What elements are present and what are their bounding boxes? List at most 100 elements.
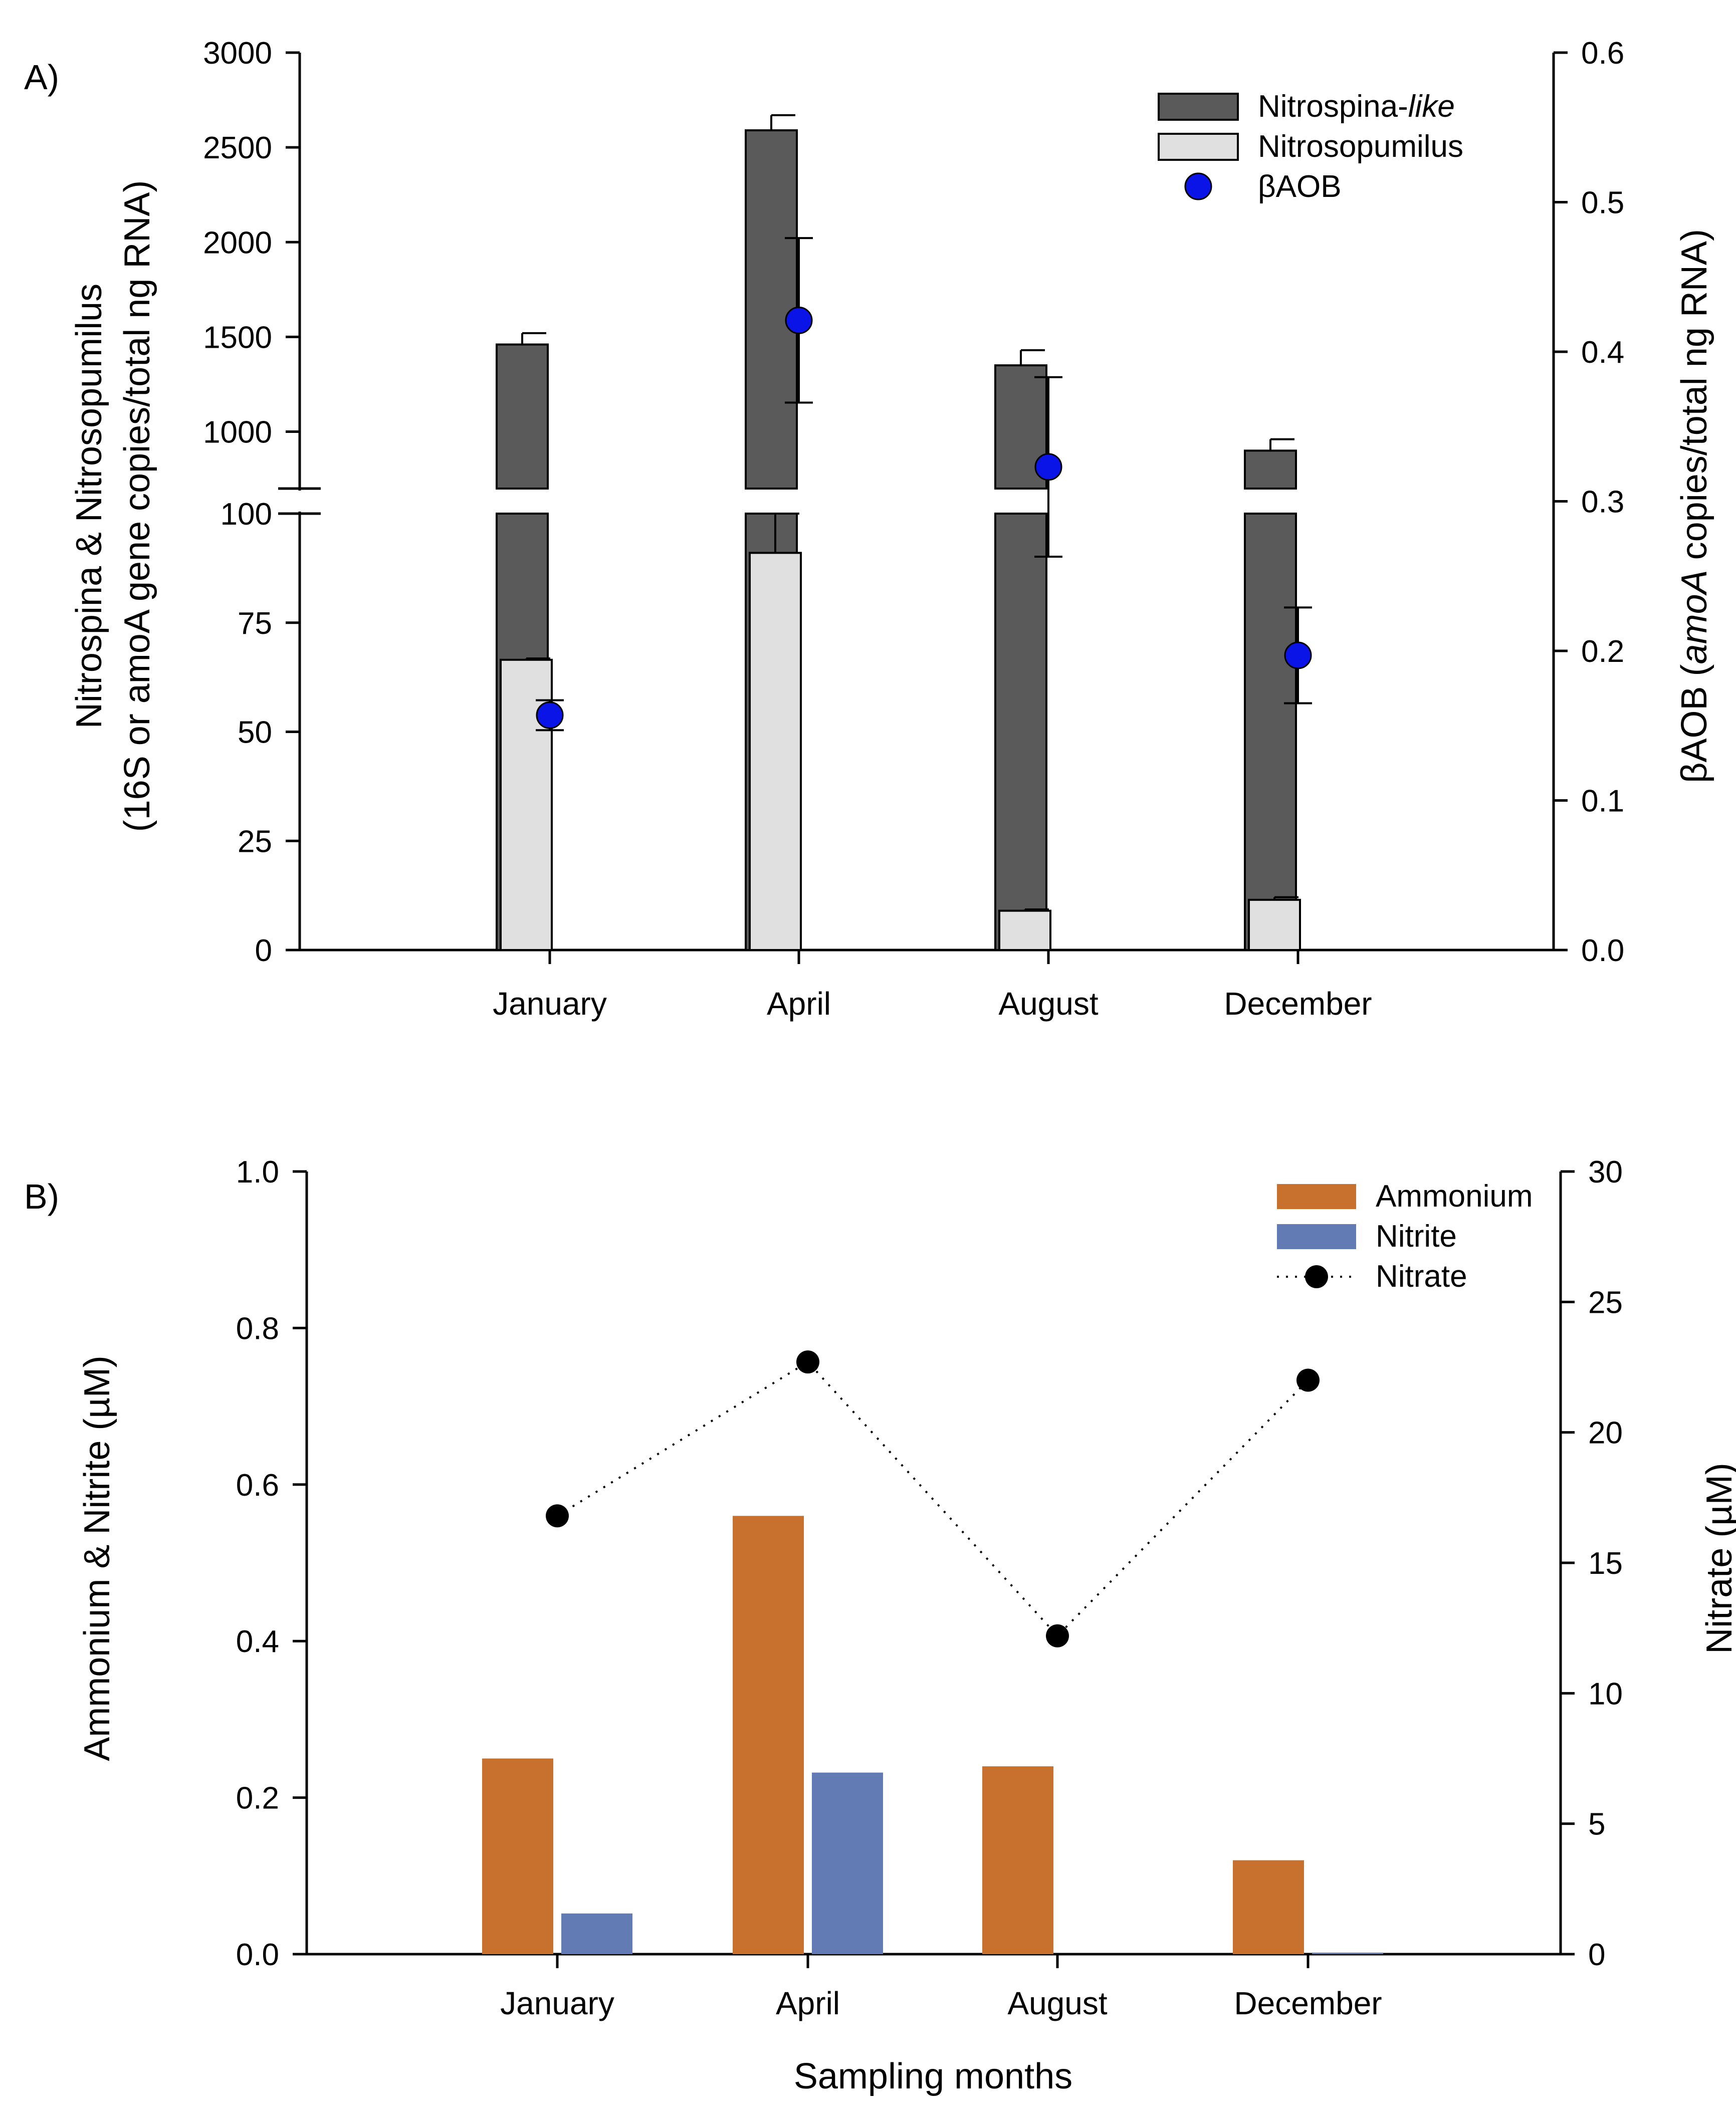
panel-a-left-axis-title-line2: (16S or amoA gene copies/total ng RNA) — [117, 180, 157, 832]
panel-b-bar-ammonium-december — [1233, 1860, 1304, 1954]
panel-a-category-label-april: April — [767, 986, 831, 1022]
panel-b-left-tick-label: 0.4 — [236, 1624, 279, 1659]
panel-b-legend-marker-nitrate — [1305, 1265, 1328, 1288]
panel-b-category-label-december: December — [1234, 1985, 1382, 2021]
panel-a-bar-nitrospina-april-upper — [745, 129, 798, 490]
panel-b-legend-label-ammonium: Ammonium — [1376, 1179, 1533, 1214]
panel-a-legend-swatch-nitrospina — [1158, 93, 1239, 121]
panel-a-left-tick-label: 2500 — [203, 131, 272, 165]
panel-a-axes: 0 25 50 75 100 1000 1500 2000 2500 3000 0.0 0.1 0.2 0… — [203, 36, 1624, 1022]
panel-a-bar-nitrospina-august-lower — [994, 513, 1047, 951]
panel-a-left-tick-label: 1000 — [203, 415, 272, 450]
panel-b-right-tick-label: 10 — [1588, 1677, 1623, 1711]
panel-b-line-nitrate — [556, 1360, 1309, 1637]
panel-a-errorbar-nitrosopumilus-april — [774, 513, 799, 553]
panel-a-bar-nitrospina-january-upper — [496, 343, 549, 490]
panel-a-label: A) — [24, 58, 59, 97]
panel-b-left-tick-label: 0.6 — [236, 1468, 279, 1503]
panel-a-errorbar-nitrospina-december — [1269, 438, 1294, 451]
panel-b-legend-swatch-ammonium — [1277, 1184, 1356, 1209]
panel-a-point-baob-april — [785, 306, 813, 334]
panel-a-errorbar-nitrosopumilus-january — [525, 657, 550, 660]
panel-a-left-tick-label: 0 — [255, 933, 272, 968]
panel-a-legend-label-baob: βAOB — [1258, 169, 1342, 204]
panel-a-errorbar-nitrosopumilus-august — [1024, 908, 1049, 911]
panel-a-left-axis-title-line1: Nitrospina & Nitrosopumilus — [69, 284, 109, 729]
panel-a-errorbar-nitrospina-august — [1020, 349, 1045, 366]
panel-a-bar-nitrospina-december-lower — [1244, 513, 1297, 951]
panel-a-bar-nitrosopumilus-december — [1248, 898, 1301, 951]
panel-a-right-tick-label: 0.6 — [1581, 36, 1624, 71]
panel-a-left-tick-label: 50 — [238, 716, 272, 750]
panel-a-errorbar-nitrospina-january — [521, 332, 546, 345]
panel-a-bar-nitrosopumilus-august — [998, 909, 1051, 951]
panel-a-right-axis-title-prefix: βAOB ( — [1674, 664, 1714, 783]
panel-b-bar-ammonium-april — [733, 1516, 804, 1954]
panel-b-category-label-january: January — [500, 1985, 614, 2021]
panel-a-left-tick-label: 2000 — [203, 225, 272, 260]
panel-b-point-nitrate-august — [1046, 1624, 1069, 1648]
panel-b-right-tick-label: 25 — [1588, 1285, 1623, 1320]
panel-b-left-tick-label: 1.0 — [236, 1155, 279, 1190]
panel-b-bar-nitrite-december — [1312, 1952, 1383, 1954]
panel-b-point-nitrate-december — [1296, 1368, 1320, 1392]
panel-a-legend-label-nitrosopumilus: Nitrosopumilus — [1258, 129, 1463, 164]
panel-a-legend: Nitrospina-like Nitrosopumilus βAOB — [1158, 89, 1463, 204]
panel-a-right-axis-title-italic: amoA — [1674, 570, 1714, 664]
panel-b-bar-ammonium-august — [982, 1766, 1053, 1954]
panel-a-right-tick-label: 0.3 — [1581, 485, 1624, 520]
panel-b-legend-swatch-nitrite — [1277, 1224, 1356, 1249]
panel-b-bar-ammonium-january — [482, 1758, 553, 1954]
panel-b-left-tick-label: 0.2 — [236, 1781, 279, 1816]
panel-a-errorbar-nitrospina-april — [770, 114, 795, 131]
panel-a-left-tick-label: 1500 — [203, 320, 272, 355]
panel-a-right-axis-title: βAOB (amoA copies/total ng RNA) — [1674, 229, 1714, 783]
panel-a-category-label-august: August — [998, 986, 1098, 1022]
panel-a-bar-nitrospina-december-upper — [1244, 449, 1297, 490]
panel-a-right-tick-label: 0.0 — [1581, 933, 1624, 968]
panel-a-right-tick-label: 0.2 — [1581, 634, 1624, 669]
panel-a-left-tick-label: 100 — [221, 497, 272, 532]
panel-b-category-label-april: April — [776, 1985, 840, 2021]
panel-b-right-tick-label: 0 — [1588, 1938, 1605, 1972]
panel-b-left-tick-label: 0.8 — [236, 1311, 279, 1346]
panel-a-point-baob-december — [1284, 641, 1312, 669]
panel-a-errorbar-nitrosopumilus-december — [1273, 896, 1298, 900]
panel-a-right-tick-label: 0.5 — [1581, 186, 1624, 220]
panel-a-category-label-january: January — [493, 986, 607, 1022]
panel-b-right-axis-title: Nitrate (µM) — [1699, 1463, 1736, 1654]
panel-b-bar-nitrite-january — [561, 1913, 632, 1954]
panel-a-legend-marker-baob — [1184, 172, 1212, 200]
panel-b-left-tick-label: 0.0 — [236, 1938, 279, 1972]
panel-a-category-label-december: December — [1224, 986, 1372, 1022]
panel-a-left-tick-label: 75 — [238, 606, 272, 641]
panel-a-chart: A) 0255075100100015002000250030000.00.10… — [24, 36, 1714, 1022]
panel-a-right-axis-title-suffix: copies/total ng RNA) — [1674, 229, 1714, 570]
panel-b-marks — [482, 1350, 1383, 1954]
panel-a-legend-nitrospina-italic: like — [1408, 89, 1455, 124]
panel-a-legend-swatch-nitrosopumilus — [1158, 133, 1239, 161]
panel-a-left-tick-label: 25 — [238, 824, 272, 859]
panel-a-right-tick-label: 0.4 — [1581, 335, 1624, 370]
panel-b-chart: B) 0.0 0.2 0.4 0.6 0.8 1.0 0 5 10 15 20 25 30 January… — [24, 1155, 1736, 2096]
panel-b-right-tick-label: 20 — [1588, 1416, 1623, 1451]
panel-b-label: B) — [24, 1177, 59, 1216]
panel-b-category-label-august: August — [1007, 1985, 1107, 2021]
panel-a-point-baob-august — [1034, 453, 1062, 481]
panel-b-legend-label-nitrite: Nitrite — [1376, 1219, 1457, 1254]
panel-a-bar-nitrosopumilus-april — [749, 552, 802, 951]
panel-a-marks — [496, 114, 1312, 952]
panel-a-legend-label-nitrospina: Nitrospina-like — [1258, 89, 1455, 124]
panel-b-right-tick-label: 5 — [1588, 1807, 1605, 1842]
panel-a-point-baob-january — [536, 701, 564, 729]
panel-b-point-nitrate-january — [546, 1504, 569, 1528]
panel-b-right-tick-label: 15 — [1588, 1546, 1623, 1581]
panel-b-bar-nitrite-april — [812, 1772, 883, 1954]
panel-b-x-axis-title: Sampling months — [794, 2056, 1072, 2096]
panel-b-legend: Ammonium Nitrite Nitrate — [1277, 1179, 1533, 1294]
panel-b-left-axis-title: Ammonium & Nitrite (µM) — [77, 1355, 117, 1761]
panel-b-legend-label-nitrate: Nitrate — [1376, 1259, 1467, 1294]
panel-b-axes: 0.0 0.2 0.4 0.6 0.8 1.0 0 5 10 15 20 25 30 January Apr… — [236, 1155, 1623, 2021]
panel-a-legend-nitrospina-prefix: Nitrospina- — [1258, 89, 1408, 124]
